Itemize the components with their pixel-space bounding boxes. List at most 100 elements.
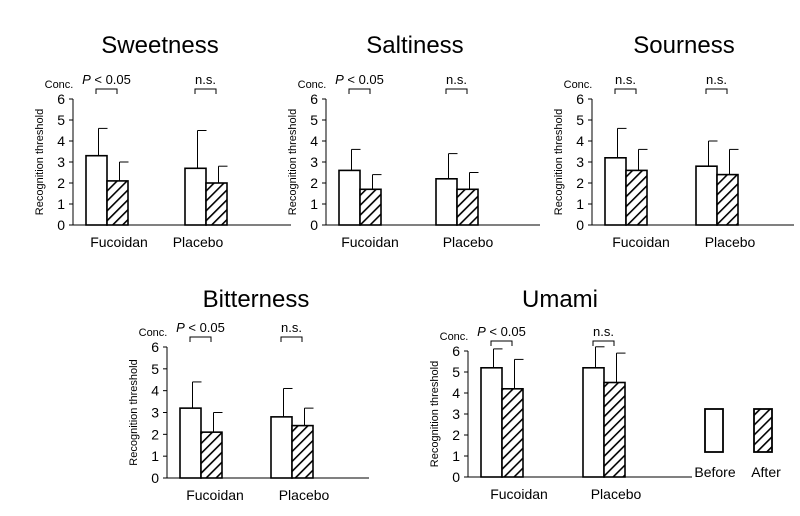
bar-fucoidan-before (179, 407, 202, 479)
bar-fucoidan-after (359, 188, 382, 226)
chart-title: Umami (522, 286, 598, 313)
bar-placebo-before (270, 416, 293, 479)
chart-panel-sweetness: Sweetness 0 1 2 3 4 5 6 Recognition threshold Con… (34, 32, 291, 250)
bar-placebo-before (184, 167, 207, 226)
y-tick-label: 4 (576, 133, 584, 149)
y-tick-label: 4 (57, 133, 65, 149)
bar-fucoidan-after (501, 387, 524, 478)
significance-label: P < 0.05 (176, 320, 225, 335)
significance-bracket (705, 88, 728, 94)
y-tick-label: 3 (151, 405, 159, 421)
y-tick-label: 0 (310, 217, 318, 233)
chart-panel-umami: Umami 0 1 2 3 4 5 6 Recognition threshold Conc. Fu… (429, 286, 692, 502)
y-tick-label: 6 (576, 91, 584, 107)
bar-fucoidan-after (106, 180, 129, 226)
significance-label: n.s. (446, 72, 467, 87)
y-tick-label: 5 (310, 112, 318, 128)
y-tick-label: 3 (576, 154, 584, 170)
y-tick-label: 0 (57, 217, 65, 233)
y-tick-label: 5 (452, 364, 460, 380)
y-tick-label: 4 (310, 133, 318, 149)
bar-fucoidan-before (338, 169, 361, 226)
y-tick-label: 2 (151, 426, 159, 442)
bar-fucoidan-before (480, 366, 503, 478)
legend-before-swatch (704, 408, 724, 453)
significance-label: n.s. (195, 72, 216, 87)
significance-bracket (614, 88, 637, 94)
y-axis-label: Recognition threshold (34, 109, 46, 215)
y-tick-label: 0 (151, 470, 159, 486)
bar-placebo-after (291, 424, 314, 479)
significance-bracket (189, 336, 212, 342)
significance-label: n.s. (615, 72, 636, 87)
category-label-fucoidan: Fucoidan (90, 234, 148, 250)
category-label-placebo: Placebo (591, 486, 642, 502)
significance-bracket (592, 340, 615, 346)
category-label-fucoidan: Fucoidan (612, 234, 670, 250)
bar-placebo-after (205, 182, 228, 226)
y-tick-label: 2 (576, 175, 584, 191)
bar-placebo-after (603, 381, 626, 478)
y-tick-label: 4 (452, 385, 460, 401)
y-axis-unit: Conc. (45, 79, 74, 91)
significance-bracket (280, 336, 303, 342)
y-tick-label: 1 (151, 448, 159, 464)
bar-fucoidan-before (85, 154, 108, 226)
bar-fucoidan-after (625, 169, 648, 226)
category-label-fucoidan: Fucoidan (186, 487, 244, 503)
category-label-placebo: Placebo (705, 234, 756, 250)
y-tick-label: 5 (57, 112, 65, 128)
y-tick-label: 0 (576, 217, 584, 233)
significance-label: n.s. (593, 324, 614, 339)
bar-placebo-after (456, 188, 479, 226)
category-label-placebo: Placebo (443, 234, 494, 250)
y-axis-unit: Conc. (139, 327, 168, 339)
legend-after-swatch (753, 408, 773, 453)
y-axis-unit: Conc. (440, 331, 469, 343)
chart-panel-bitterness: Bitterness 0 1 2 3 4 5 6 Recognition threshold Co… (128, 286, 369, 503)
bar-placebo-after (716, 173, 739, 226)
legend-after-label: After (751, 464, 781, 480)
y-tick-label: 5 (576, 112, 584, 128)
chart-title: Sweetness (101, 32, 218, 59)
y-tick-label: 1 (576, 196, 584, 212)
significance-label: P < 0.05 (335, 72, 384, 87)
y-tick-label: 1 (57, 196, 65, 212)
bar-placebo-before (435, 178, 458, 226)
y-axis-unit: Conc. (298, 79, 327, 91)
significance-bracket (490, 340, 513, 346)
y-axis-label: Recognition threshold (553, 109, 565, 215)
y-tick-label: 6 (452, 343, 460, 359)
bar-placebo-before (582, 366, 605, 478)
category-label-fucoidan: Fucoidan (341, 234, 399, 250)
y-tick-label: 6 (310, 91, 318, 107)
bar-placebo-before (695, 165, 718, 226)
legend: Before After (694, 408, 781, 480)
bar-fucoidan-before (604, 157, 627, 226)
category-label-fucoidan: Fucoidan (490, 486, 548, 502)
y-axis-label: Recognition threshold (429, 361, 441, 467)
significance-label: P < 0.05 (82, 72, 131, 87)
y-axis-label: Recognition threshold (287, 109, 299, 215)
chart-panel-saltiness: Saltiness 0 1 2 3 4 5 6 Recognition threshold Con… (287, 32, 540, 250)
significance-bracket (445, 88, 468, 94)
y-axis-unit: Conc. (564, 79, 593, 91)
chart-title: Sourness (633, 32, 734, 59)
y-tick-label: 1 (452, 448, 460, 464)
y-tick-label: 2 (452, 427, 460, 443)
significance-label: n.s. (281, 320, 302, 335)
y-tick-label: 6 (151, 339, 159, 355)
y-tick-label: 2 (57, 175, 65, 191)
chart-title: Saltiness (366, 32, 463, 59)
y-tick-label: 3 (310, 154, 318, 170)
y-tick-label: 1 (310, 196, 318, 212)
significance-label: n.s. (706, 72, 727, 87)
significance-bracket (95, 88, 118, 94)
category-label-placebo: Placebo (173, 234, 224, 250)
y-tick-label: 3 (452, 406, 460, 422)
y-tick-label: 6 (57, 91, 65, 107)
bar-fucoidan-after (200, 431, 223, 479)
y-tick-label: 0 (452, 469, 460, 485)
y-tick-label: 2 (310, 175, 318, 191)
